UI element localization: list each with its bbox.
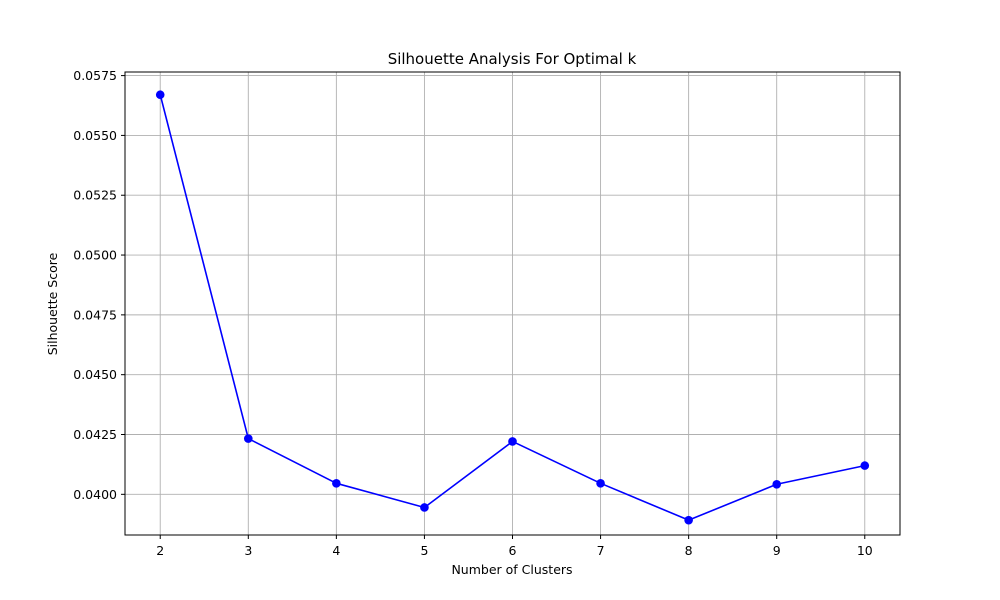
data-point xyxy=(332,479,341,488)
x-tick-label: 10 xyxy=(857,543,873,558)
data-point xyxy=(860,461,870,470)
y-tick-label: 0.0575 xyxy=(73,68,117,83)
x-tick-label: 5 xyxy=(420,543,428,558)
y-tick-label: 0.0400 xyxy=(73,487,117,502)
data-point xyxy=(596,479,605,488)
y-tick-label: 0.0500 xyxy=(73,248,117,263)
x-tick-label: 7 xyxy=(597,543,605,558)
data-point xyxy=(420,503,429,512)
y-tick-label: 0.0450 xyxy=(73,367,117,382)
chart-title: Silhouette Analysis For Optimal k xyxy=(388,50,637,68)
x-tick-label: 8 xyxy=(685,543,693,558)
data-point xyxy=(508,437,517,446)
x-tick-label: 2 xyxy=(156,543,164,558)
x-axis-label: Number of Clusters xyxy=(451,562,572,577)
y-tick-label: 0.0525 xyxy=(73,188,117,203)
x-tick-label: 9 xyxy=(773,543,781,558)
x-tick-label: 4 xyxy=(332,543,340,558)
ticks: 2 3 4 5 6 7 8 9 10 0.0400 0.0425 0.0450 0.0475 0.0500… xyxy=(73,68,873,558)
data-point xyxy=(772,479,782,489)
y-tick-label: 0.0425 xyxy=(73,427,117,442)
x-tick-label: 3 xyxy=(244,543,252,558)
data-point xyxy=(684,515,693,525)
y-axis-label: Silhouette Score xyxy=(45,252,60,355)
x-tick-label: 6 xyxy=(509,543,517,558)
data-point xyxy=(155,90,165,100)
grid xyxy=(125,72,900,535)
y-tick-label: 0.0475 xyxy=(73,307,117,322)
data-point xyxy=(243,434,253,443)
series xyxy=(155,90,870,525)
y-tick-label: 0.0550 xyxy=(73,128,117,143)
